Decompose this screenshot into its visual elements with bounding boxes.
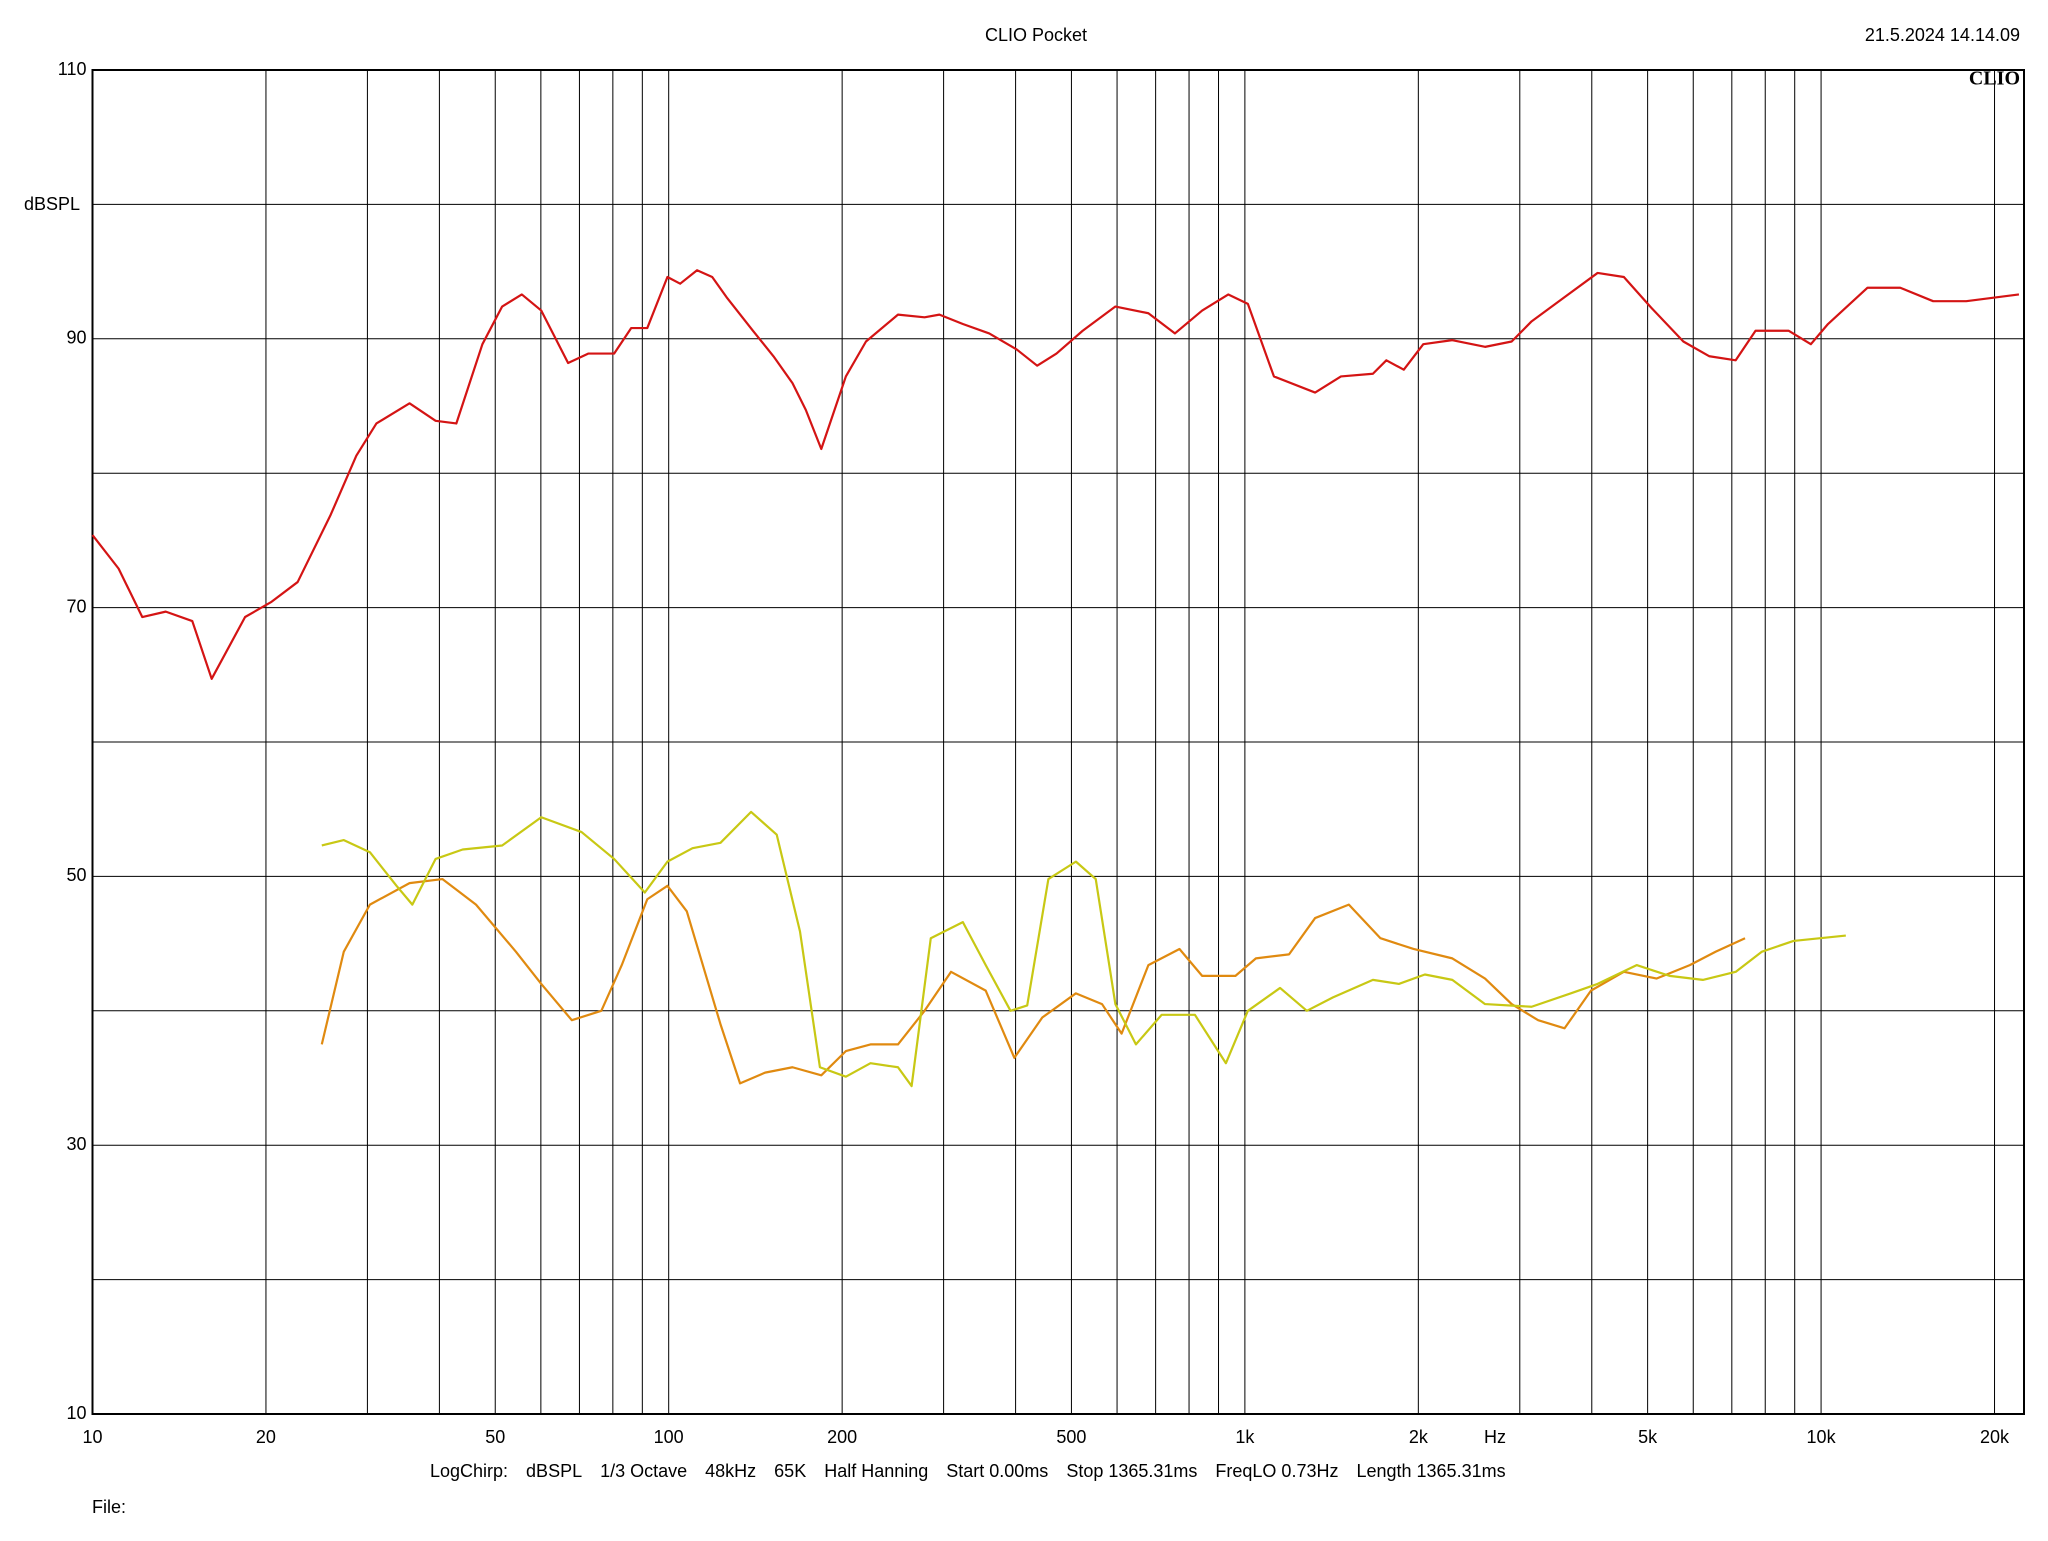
- x-tick-label: 200: [827, 1427, 857, 1447]
- y-tick-label: 10: [66, 1403, 86, 1423]
- plot-frame: [91, 69, 2025, 1415]
- x-axis-label: Hz: [1484, 1427, 1506, 1447]
- footer-item: 65K: [774, 1461, 806, 1481]
- x-tick-label: 500: [1056, 1427, 1086, 1447]
- timestamp: 21.5.2024 14.14.09: [1865, 25, 2020, 45]
- x-tick-label: 10k: [1807, 1427, 1837, 1447]
- x-tick-label: 50: [485, 1427, 505, 1447]
- x-tick-label: 5k: [1638, 1427, 1658, 1447]
- footer-item: LogChirp:: [430, 1461, 508, 1481]
- footer-item: Stop 1365.31ms: [1066, 1461, 1197, 1481]
- series-line: [91, 269, 2020, 680]
- footer-item: dBSPL: [526, 1461, 582, 1481]
- x-tick-label: 20k: [1980, 1427, 2010, 1447]
- series-line: [321, 810, 1846, 1088]
- file-label: File:: [92, 1497, 126, 1517]
- series-line: [320, 877, 1746, 1085]
- footer: LogChirp: dBSPL 1/3 Octave 48kHz 65K Half Han…: [430, 1461, 1506, 1481]
- y-tick-label: 50: [66, 865, 86, 885]
- x-tick-label: 20: [256, 1427, 276, 1447]
- footer-item: Start 0.00ms: [946, 1461, 1048, 1481]
- footer-item: Length 1365.31ms: [1356, 1461, 1505, 1481]
- footer-item: Half Hanning: [824, 1461, 928, 1481]
- footer-item: FreqLO 0.73Hz: [1215, 1461, 1338, 1481]
- x-tick-label: 2k: [1409, 1427, 1429, 1447]
- y-tick-label: 70: [66, 596, 86, 616]
- y-tick-label: 30: [66, 1134, 86, 1154]
- footer-item: 1/3 Octave: [600, 1461, 687, 1481]
- x-tick-label: 10: [82, 1427, 102, 1447]
- y-tick-label: 90: [66, 328, 86, 348]
- x-tick-label: 1k: [1235, 1427, 1255, 1447]
- chart-title: CLIO Pocket: [985, 25, 1087, 45]
- y-tick-label: 110: [58, 59, 87, 79]
- footer-item: 48kHz: [705, 1461, 756, 1481]
- y-axis-label: dBSPL: [24, 194, 80, 214]
- x-tick-label: 100: [654, 1427, 684, 1447]
